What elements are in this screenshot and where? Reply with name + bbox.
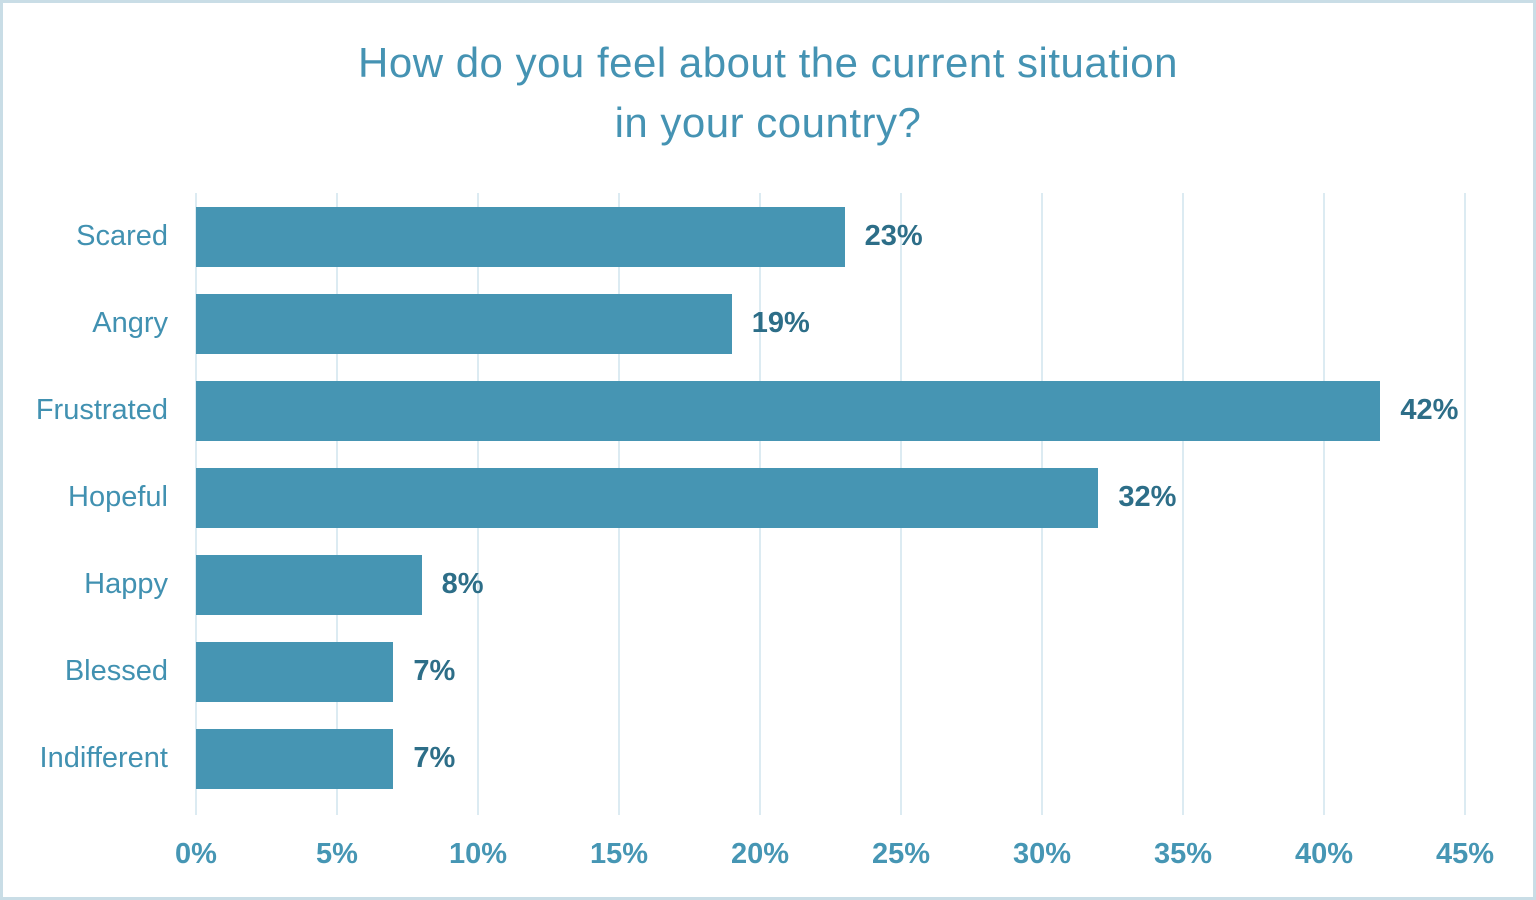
- bar-happy: [196, 554, 422, 615]
- bar-frustrated: [196, 380, 1381, 441]
- bar-value-label: 42%: [1400, 394, 1459, 426]
- bar-row: 7%: [196, 628, 1465, 715]
- x-tick-label: 45%: [1435, 837, 1495, 870]
- bar-value-label: 32%: [1118, 481, 1177, 513]
- x-tick-label: 25%: [871, 837, 931, 870]
- chart-title-line-1: How do you feel about the current situat…: [358, 39, 1178, 86]
- bar-hopeful: [196, 467, 1099, 528]
- bar-row: 32%: [196, 454, 1465, 541]
- bar-scared: [196, 206, 845, 267]
- bar-value-label: 7%: [413, 655, 456, 687]
- x-tick-label: 15%: [589, 837, 649, 870]
- gridline: [1182, 193, 1184, 815]
- bar-value-label: 8%: [441, 568, 484, 600]
- category-label: Angry: [92, 307, 168, 339]
- x-axis: 0% 5% 10% 15% 20% 25% 30% 35% 40% 45%: [175, 831, 1494, 877]
- x-tick-label: 30%: [1012, 837, 1072, 870]
- bar-value-label: 19%: [751, 307, 810, 339]
- chart-title: How do you feel about the current situat…: [3, 33, 1533, 153]
- x-tick-label: 5%: [316, 837, 358, 870]
- bar-blessed: [196, 641, 394, 702]
- gridline: [1464, 193, 1466, 815]
- x-tick-label: 35%: [1153, 837, 1213, 870]
- x-tick-label: 20%: [730, 837, 790, 870]
- category-label: Frustrated: [35, 394, 168, 426]
- bar-row: 19%: [196, 280, 1465, 367]
- bar-row: 23%: [196, 193, 1465, 280]
- bar-indifferent: [196, 728, 394, 789]
- category-label: Happy: [84, 568, 168, 600]
- category-label: Indifferent: [39, 742, 168, 774]
- bar-angry: [196, 293, 732, 354]
- gridline: [1322, 193, 1325, 815]
- x-tick-label: 10%: [448, 837, 508, 870]
- bar-row: 7%: [196, 715, 1465, 802]
- bar-row: 8%: [196, 541, 1465, 628]
- bar-series: 23% 19% 42% 32% 8% 7% 7%: [196, 193, 1465, 802]
- category-axis: Scared Angry Frustrated Hopeful Happy Blessed…: [3, 193, 168, 802]
- plot-area: 23% 19% 42% 32% 8% 7% 7%: [195, 193, 1466, 815]
- category-label: Scared: [76, 220, 168, 252]
- chart-title-line-2: in your country?: [614, 99, 922, 146]
- x-tick-label: 0%: [175, 837, 217, 870]
- bar-value-label: 7%: [413, 742, 456, 774]
- category-label: Hopeful: [68, 481, 168, 513]
- category-label: Blessed: [64, 655, 168, 687]
- bar-row: 42%: [196, 367, 1465, 454]
- x-tick-label: 40%: [1294, 837, 1354, 870]
- bar-value-label: 23%: [864, 220, 923, 252]
